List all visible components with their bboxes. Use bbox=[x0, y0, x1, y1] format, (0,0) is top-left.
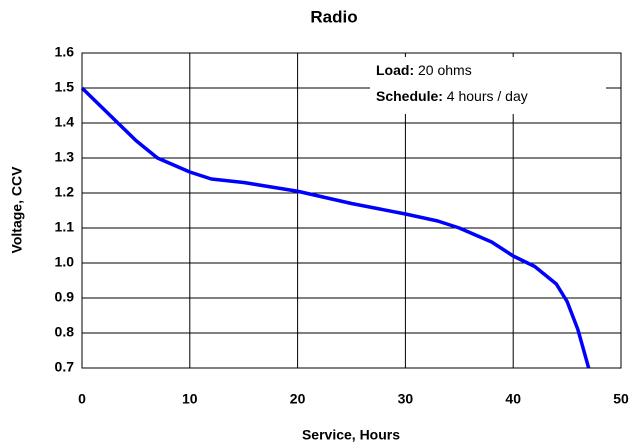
data-line bbox=[80, 86, 591, 369]
annotation: Load: 20 ohms bbox=[376, 62, 472, 78]
x-tick-label: 0 bbox=[78, 391, 86, 407]
y-tick-label: 1.1 bbox=[55, 219, 75, 235]
y-axis-label: Voltage, CCV bbox=[9, 166, 25, 254]
y-tick-label: 0.8 bbox=[55, 324, 75, 340]
y-tick-label: 1.4 bbox=[55, 114, 75, 130]
annotation-text: 20 ohms bbox=[418, 62, 472, 78]
x-tick-label: 10 bbox=[182, 391, 198, 407]
y-tick-label: 1.2 bbox=[55, 184, 75, 200]
x-tick-label: 40 bbox=[505, 391, 521, 407]
annotation-label: Schedule: bbox=[376, 88, 443, 104]
annotation: Schedule: 4 hours / day bbox=[376, 88, 528, 104]
x-tick-label: 50 bbox=[613, 391, 629, 407]
y-tick-label: 0.7 bbox=[55, 359, 75, 375]
annotation-box bbox=[370, 57, 606, 114]
y-tick-label: 1.0 bbox=[55, 254, 75, 270]
y-tick-label: 0.9 bbox=[55, 289, 75, 305]
y-tick-label: 1.5 bbox=[55, 79, 75, 95]
annotation-label: Load: bbox=[376, 62, 414, 78]
chart-title: Radio bbox=[310, 7, 357, 26]
y-tick-label: 1.3 bbox=[55, 149, 75, 165]
plot-border bbox=[81, 52, 622, 369]
x-tick-label: 20 bbox=[290, 391, 306, 407]
x-axis-label: Service, Hours bbox=[302, 427, 400, 443]
y-tick-label: 1.6 bbox=[55, 44, 75, 60]
annotation-text: 4 hours / day bbox=[447, 88, 528, 104]
x-tick-label: 30 bbox=[398, 391, 414, 407]
